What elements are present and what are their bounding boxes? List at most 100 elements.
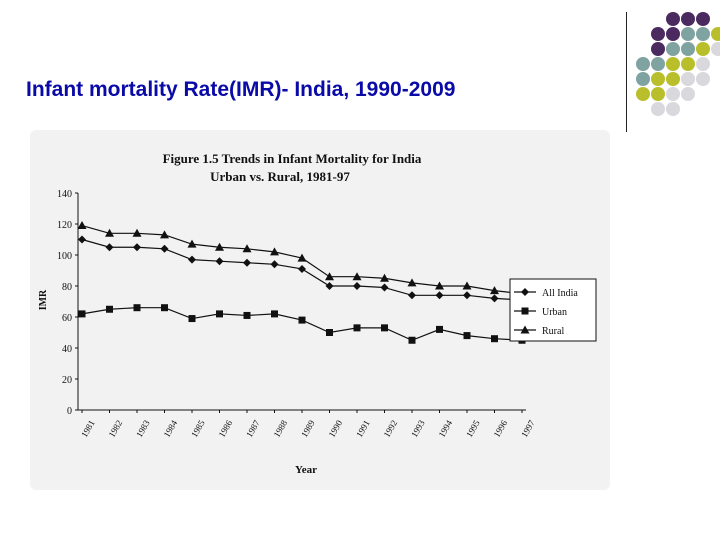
data-point-all-india [325, 282, 334, 290]
data-point-all-india [133, 243, 141, 252]
series-all-india [78, 235, 526, 304]
data-point-urban [298, 316, 306, 324]
decorative-dot [696, 42, 710, 56]
decorative-dot [681, 57, 695, 71]
legend-marker-urban [521, 307, 529, 315]
decorative-dot [681, 87, 695, 101]
y-tick-label: 140 [57, 189, 72, 200]
x-tick-label: 1995 [464, 418, 482, 439]
data-point-all-india [188, 255, 196, 264]
data-point-rural [105, 228, 114, 237]
x-tick-label: 1997 [519, 418, 537, 439]
chart-title: Figure 1.5 Trends in Infant Mortality fo… [163, 151, 422, 166]
y-tick-label: 100 [57, 251, 72, 262]
data-point-all-india [270, 260, 279, 269]
data-point-all-india [105, 243, 114, 252]
decorative-dot [711, 27, 720, 41]
data-point-all-india [463, 291, 471, 300]
data-point-rural [187, 239, 197, 248]
data-point-rural [270, 247, 279, 256]
decorative-dot [651, 42, 665, 56]
decorative-dot [651, 27, 665, 41]
y-tick-label: 80 [62, 282, 72, 293]
x-tick-label: 1986 [217, 418, 235, 439]
data-point-urban [188, 315, 196, 323]
x-tick-label: 1996 [492, 418, 510, 439]
decorative-dot [666, 102, 680, 116]
data-point-rural [160, 230, 169, 239]
decorative-dot [651, 72, 665, 86]
x-tick-label: 1989 [299, 418, 317, 439]
x-tick-label: 1990 [327, 418, 345, 439]
legend-label-rural: Rural [542, 326, 564, 337]
chart-panel: Figure 1.5 Trends in Infant Mortality fo… [30, 130, 610, 490]
chart-subtitle: Urban vs. Rural, 1981-97 [210, 169, 350, 184]
decorative-dot [681, 72, 695, 86]
data-point-rural [215, 242, 224, 251]
data-point-urban [408, 336, 416, 344]
x-axis-label: Year [295, 464, 317, 476]
slide-title: Infant mortality Rate(IMR)- India, 1990-… [26, 78, 456, 101]
data-point-all-india [380, 283, 389, 292]
x-tick-label: 1987 [244, 418, 262, 439]
decorative-dot [681, 42, 695, 56]
y-tick-label: 20 [62, 375, 72, 386]
title-divider [626, 12, 627, 132]
legend-marker-all-india [521, 288, 529, 296]
data-point-rural [407, 278, 417, 287]
decorative-dot [681, 12, 695, 26]
data-point-urban [271, 310, 278, 318]
data-point-all-india [78, 235, 86, 244]
data-point-urban [216, 310, 223, 318]
decorative-dot [666, 12, 680, 26]
decorative-dot [651, 87, 665, 101]
decorative-dot [666, 57, 680, 71]
decorative-dot [711, 42, 720, 56]
data-point-rural [380, 273, 389, 282]
decorative-dot [636, 57, 650, 71]
x-tick-label: 1982 [107, 418, 125, 439]
decorative-dot [696, 27, 710, 41]
x-tick-label: 1988 [272, 418, 290, 439]
data-point-urban [353, 324, 361, 332]
data-point-rural [297, 253, 307, 262]
data-point-all-india [353, 282, 361, 290]
decorative-dot [666, 72, 680, 86]
data-point-all-india [408, 291, 416, 300]
data-point-rural [435, 281, 444, 290]
x-tick-label: 1994 [437, 418, 455, 439]
data-point-rural [352, 272, 362, 281]
decorative-dot [636, 72, 650, 86]
series-urban [78, 304, 526, 344]
data-point-urban [106, 305, 113, 313]
legend-label-all-india: All India [542, 288, 578, 299]
data-point-urban [326, 329, 333, 336]
data-point-urban [436, 325, 443, 333]
data-point-urban [243, 311, 251, 319]
data-point-rural [77, 221, 87, 230]
data-point-rural [325, 272, 334, 281]
decorative-dot [651, 57, 665, 71]
data-point-rural [462, 281, 472, 290]
data-point-urban [491, 335, 498, 343]
decorative-dot [681, 27, 695, 41]
data-point-urban [463, 332, 471, 340]
data-point-all-india [298, 264, 306, 273]
data-point-all-india [215, 257, 224, 266]
decorative-dot [666, 42, 680, 56]
decorative-dot [696, 57, 710, 71]
x-tick-label: 1992 [382, 418, 400, 439]
legend: All India Urban Rural [509, 278, 597, 342]
data-point-all-india [490, 294, 499, 303]
decorative-dot [636, 87, 650, 101]
chart-axes [75, 192, 526, 413]
x-axis-tick-labels: 1981 1982 1983 1984 1985 1986 1987 1988 1989 1990… [79, 418, 537, 439]
data-point-rural [132, 228, 142, 237]
line-chart: Figure 1.5 Trends in Infant Mortality fo… [38, 151, 597, 476]
x-tick-label: 1984 [162, 418, 180, 439]
y-axis-label: IMR [38, 289, 49, 310]
x-tick-label: 1991 [354, 418, 372, 439]
decorative-dot [651, 102, 665, 116]
x-tick-label: 1985 [189, 418, 207, 439]
data-point-urban [381, 324, 388, 332]
